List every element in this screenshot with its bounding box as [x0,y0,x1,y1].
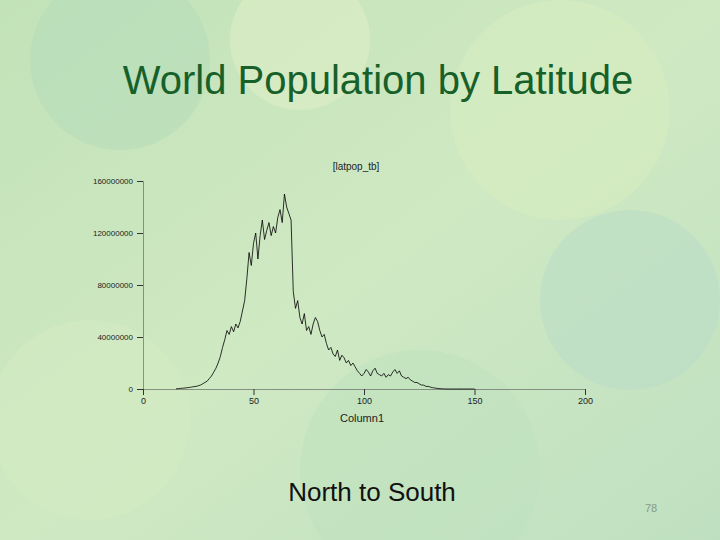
y-tick-mark [137,285,143,286]
page-number: 78 [645,502,657,514]
x-tick-mark [364,389,365,395]
x-axis-line [144,390,586,396]
x-axis-title: Column1 [340,412,384,424]
y-tick-label: 80000000 [97,281,133,290]
y-tick-label: 160000000 [93,177,134,186]
y-tick-mark [137,181,143,182]
chart: [latpop_tb] Column1 0 40000000 80000000 12000… [93,161,593,424]
x-tick-mark [585,389,586,395]
x-tick-label: 0 [141,396,146,406]
y-tick-mark [137,233,143,234]
y-axis-line [137,182,144,390]
x-tick-mark [254,389,255,395]
y-tick-label: 40000000 [97,333,133,342]
y-tick: 40000000 [97,333,143,342]
x-tick: 0 [141,389,146,406]
slide-title: World Population by Latitude [123,58,634,102]
y-tick: 80000000 [97,281,143,290]
x-tick: 150 [467,389,482,406]
slide-caption: North to South [288,477,456,507]
background-blob [540,210,720,390]
y-tick-label: 0 [129,385,134,394]
plot-area [176,194,474,389]
x-axis: 0 50 100 150 200 [141,389,593,406]
x-tick: 50 [249,389,259,406]
background-blob [300,350,540,540]
slide: World Population by Latitude North to Sou… [0,0,720,540]
y-tick-mark [137,389,143,390]
background-blob [0,320,190,520]
population-line [176,194,474,389]
y-axis: 0 40000000 80000000 120000000 160000000 [93,177,144,394]
x-tick: 100 [357,389,372,406]
x-tick-label: 100 [357,396,372,406]
x-tick-mark [475,389,476,395]
y-tick: 0 [129,385,143,394]
background-blob [450,0,670,220]
y-tick-mark [137,337,143,338]
x-tick-mark [143,389,144,395]
y-tick: 160000000 [93,177,143,186]
chart-title: [latpop_tb] [333,161,380,172]
x-tick: 200 [578,389,593,406]
y-tick: 120000000 [93,229,143,238]
y-tick-label: 120000000 [93,229,134,238]
x-tick-label: 50 [249,396,259,406]
x-tick-label: 200 [578,396,593,406]
x-tick-label: 150 [467,396,482,406]
